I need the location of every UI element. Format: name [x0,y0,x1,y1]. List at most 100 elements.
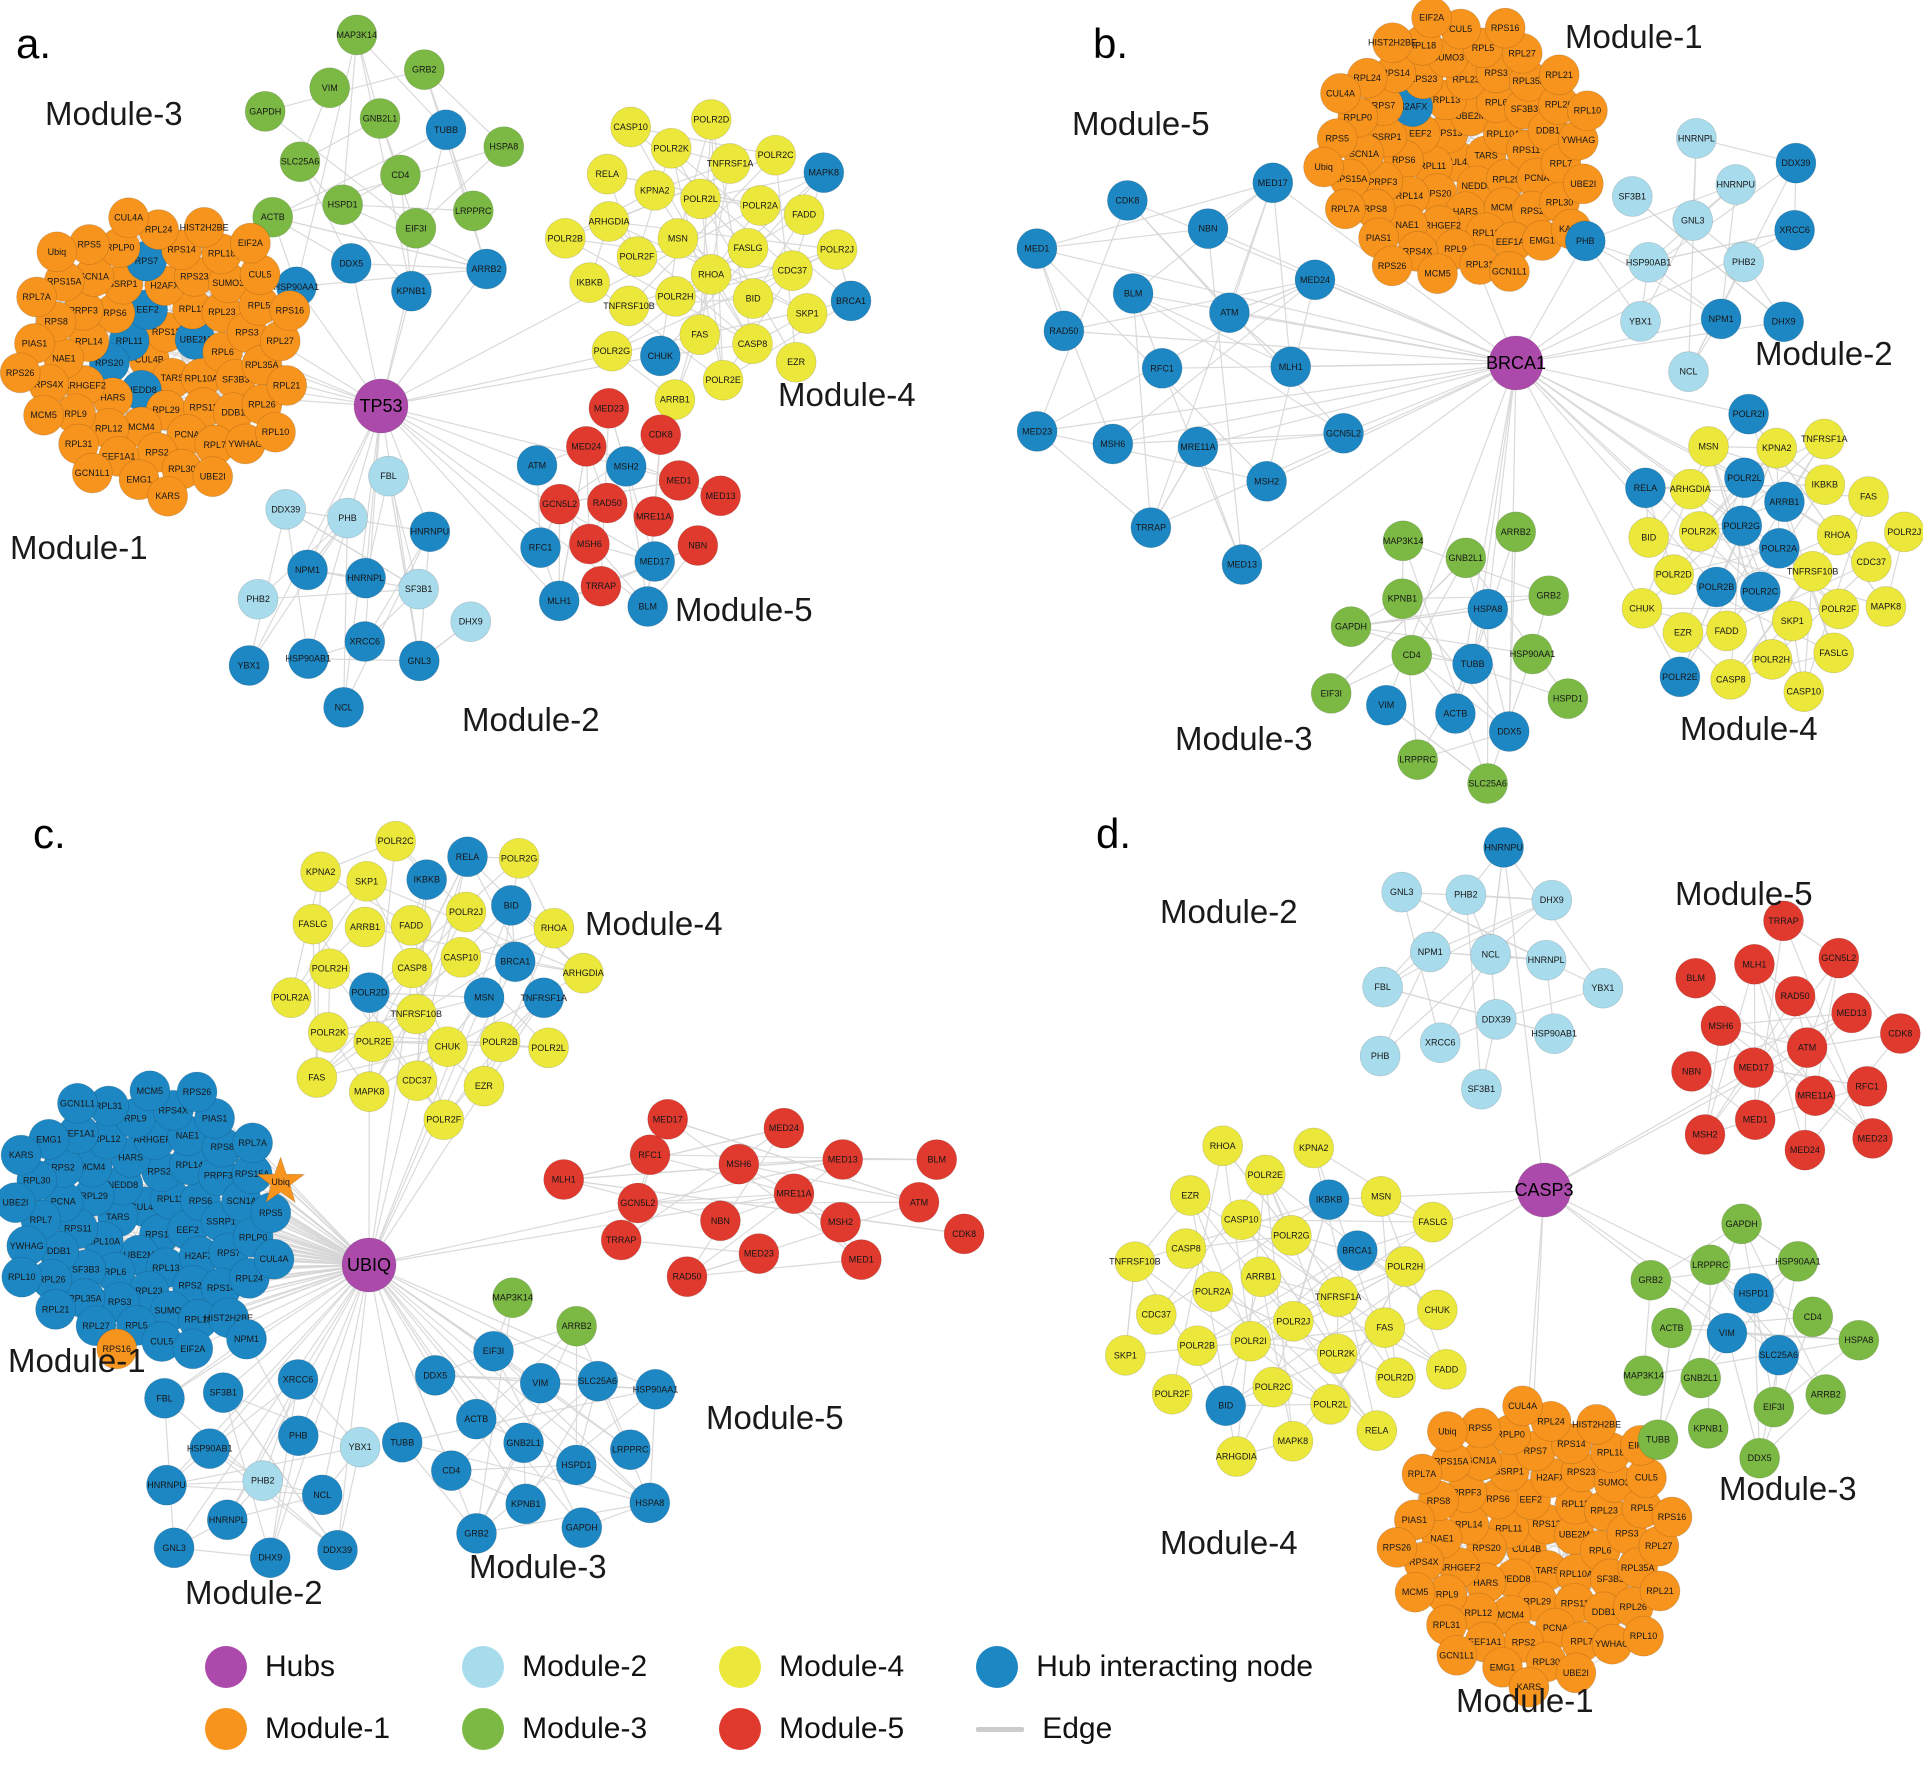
node-label: DDX39 [271,504,300,514]
node-label: TRRAP [1768,916,1799,926]
node-label: EZR [1674,628,1693,638]
node-MSN [463,977,505,1018]
node-label: RPS2 [1512,1637,1536,1647]
node-EZR [1662,612,1704,653]
legend-item-hubs: Hubs [205,1646,390,1688]
node-label: SLC25A6 [579,1376,618,1386]
node-NBN [1187,208,1229,249]
node-label: NPM1 [234,1334,259,1344]
node-label: RPL11 [1495,1523,1522,1533]
node-HNRNPL [206,1499,248,1541]
node-label: GRB2 [412,65,437,75]
node-label: MLH1 [547,596,571,606]
node-label: TUBB [390,1437,414,1447]
node-MED1 [1016,228,1058,269]
node-FASLG [1813,632,1855,674]
module-label: Module-2 [1160,893,1298,930]
node-label: XRCC6 [283,1375,314,1385]
node-label: VIM [532,1378,548,1388]
module-4-swatch [719,1646,762,1688]
node-label: LRPPRC [1692,1260,1729,1270]
node-label: TNFRSF10B [390,1009,442,1019]
node-RAD50 [1774,975,1816,1017]
node-label: GNL3 [162,1543,186,1553]
node-label: EIF2A [238,238,263,248]
node-label: EIF3I [483,1346,505,1356]
node-CDK8 [1879,1013,1921,1054]
node-label: BRCA1 [836,296,866,306]
node-label: MED13 [828,1155,858,1165]
panel-letter: c. [33,810,66,857]
node-GRB2 [1528,575,1570,617]
node-label: CDC37 [1857,557,1887,567]
node-SKP1 [346,860,387,902]
node-label: ARRB2 [1811,1390,1841,1400]
module-label: Module-3 [469,1548,607,1585]
node-FASLG [727,227,769,269]
node-MCM5 [23,394,64,436]
node-label: MCM5 [137,1086,164,1096]
node-GNL3 [153,1527,195,1569]
node-label: SF3B1 [405,584,433,594]
node-GNL3 [398,640,440,682]
node-label: RPS13 [152,327,181,337]
node-MED1 [1734,1099,1776,1141]
node-label: BRCA1 [500,957,530,967]
node-MRE11A [1177,426,1219,468]
node-label: HSPA8 [1473,604,1502,614]
node-IKBKB [406,859,448,900]
node-label: HARS [1453,207,1478,217]
module-label: Module-2 [1755,335,1893,372]
node-label: EMG1 [1529,236,1555,246]
node-label: RPS3 [235,327,259,337]
node-MED23 [588,387,630,429]
node-label: MRE11A [1798,1091,1833,1101]
node-DHX9 [1531,879,1573,921]
node-GCN1L1 [71,452,113,494]
node-label: UBE2M [124,1250,155,1260]
node-label: DDX5 [1748,1453,1772,1463]
node-CHUK [427,1026,468,1068]
node-label: RPL24 [1537,1416,1565,1426]
node-POLR2L [680,178,721,220]
node-HIST2H2BE [1372,22,1413,64]
node-label: CDC37 [402,1076,432,1086]
node-HNRNPL [345,557,386,599]
node-BID [1628,517,1670,558]
node-label: UBE2I [2,1198,28,1208]
node-label: LRPPRC [612,1445,649,1455]
node-MRE11A [1794,1075,1836,1117]
legend-item-hub-interacting-node: Hub interacting node [976,1646,1313,1688]
node-label: PIAS1 [202,1113,228,1123]
module-label: Module-3 [1719,1470,1857,1507]
node-label: MSH2 [828,1217,853,1227]
node-HSP90AB1 [287,638,329,679]
node-label: HNRNPU [147,1480,186,1490]
module-label: Module-1 [8,1342,146,1379]
node-label: MCM4 [1498,1610,1525,1620]
node-CASP10 [1783,671,1825,712]
node-label: PHB2 [251,1476,275,1486]
node-ARRB2 [556,1305,597,1347]
node-PHB2 [1723,241,1765,283]
node-label: RPL27 [82,1321,110,1331]
node-POLR2F [616,236,658,277]
node-label: RPS7 [135,256,159,266]
node-TNFRSF1A [523,977,565,1019]
node-label: EMG1 [1490,1662,1516,1672]
node-CUL4A [108,197,149,239]
node-label: MED23 [1022,426,1052,436]
node-MAP3K14 [492,1277,533,1319]
node-label: RPL7A [238,1138,267,1148]
node-KPNB1 [1382,578,1423,620]
node-label: RPS4X [1409,1557,1439,1567]
node-label: POLR2G [594,346,631,356]
node-BID [732,278,774,319]
node-label: CASP10 [444,952,479,962]
node-label: MED1 [1024,244,1049,254]
node-label: BID [746,294,762,304]
node-POLR2D [690,99,732,140]
node-POLR2G [1271,1215,1312,1256]
node-POLR2K [1678,511,1720,552]
